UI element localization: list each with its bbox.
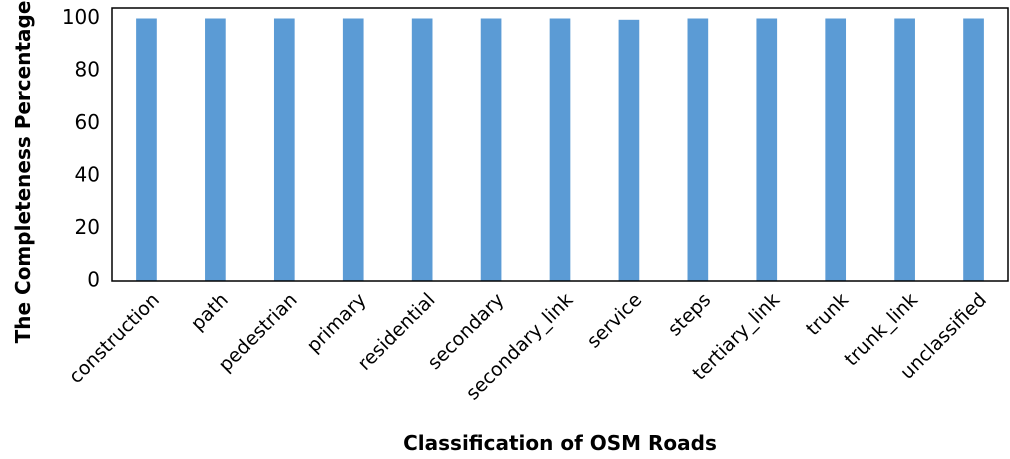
x-tick-label: construction: [65, 289, 164, 388]
bar: [756, 18, 778, 281]
y-tick-label: 100: [62, 5, 100, 29]
x-axis-title: Classification of OSM Roads: [403, 431, 717, 455]
bar: [480, 18, 502, 281]
bar: [411, 18, 433, 281]
x-tick-label: path: [187, 289, 233, 335]
y-tick-label: 20: [75, 215, 100, 239]
plot-frame: [111, 7, 1009, 282]
x-tick-label: trunk: [802, 289, 853, 340]
bar: [825, 18, 847, 281]
y-tick-label: 80: [75, 58, 100, 82]
bar: [205, 18, 226, 281]
y-tick-label: 0: [87, 268, 100, 292]
bar: [963, 18, 984, 281]
bar: [618, 19, 640, 281]
bar: [273, 18, 295, 281]
bar: [894, 18, 915, 281]
y-axis-title: The Completeness Percentage: [11, 1, 35, 344]
bar: [342, 18, 364, 281]
x-tick-label: steps: [664, 289, 716, 341]
bar: [549, 18, 571, 281]
bar: [687, 18, 709, 281]
y-tick-label: 40: [75, 163, 100, 187]
x-tick-label: service: [583, 289, 647, 353]
x-tick-label: primary: [303, 289, 371, 357]
bar: [136, 18, 157, 281]
y-tick-label: 60: [75, 110, 100, 134]
